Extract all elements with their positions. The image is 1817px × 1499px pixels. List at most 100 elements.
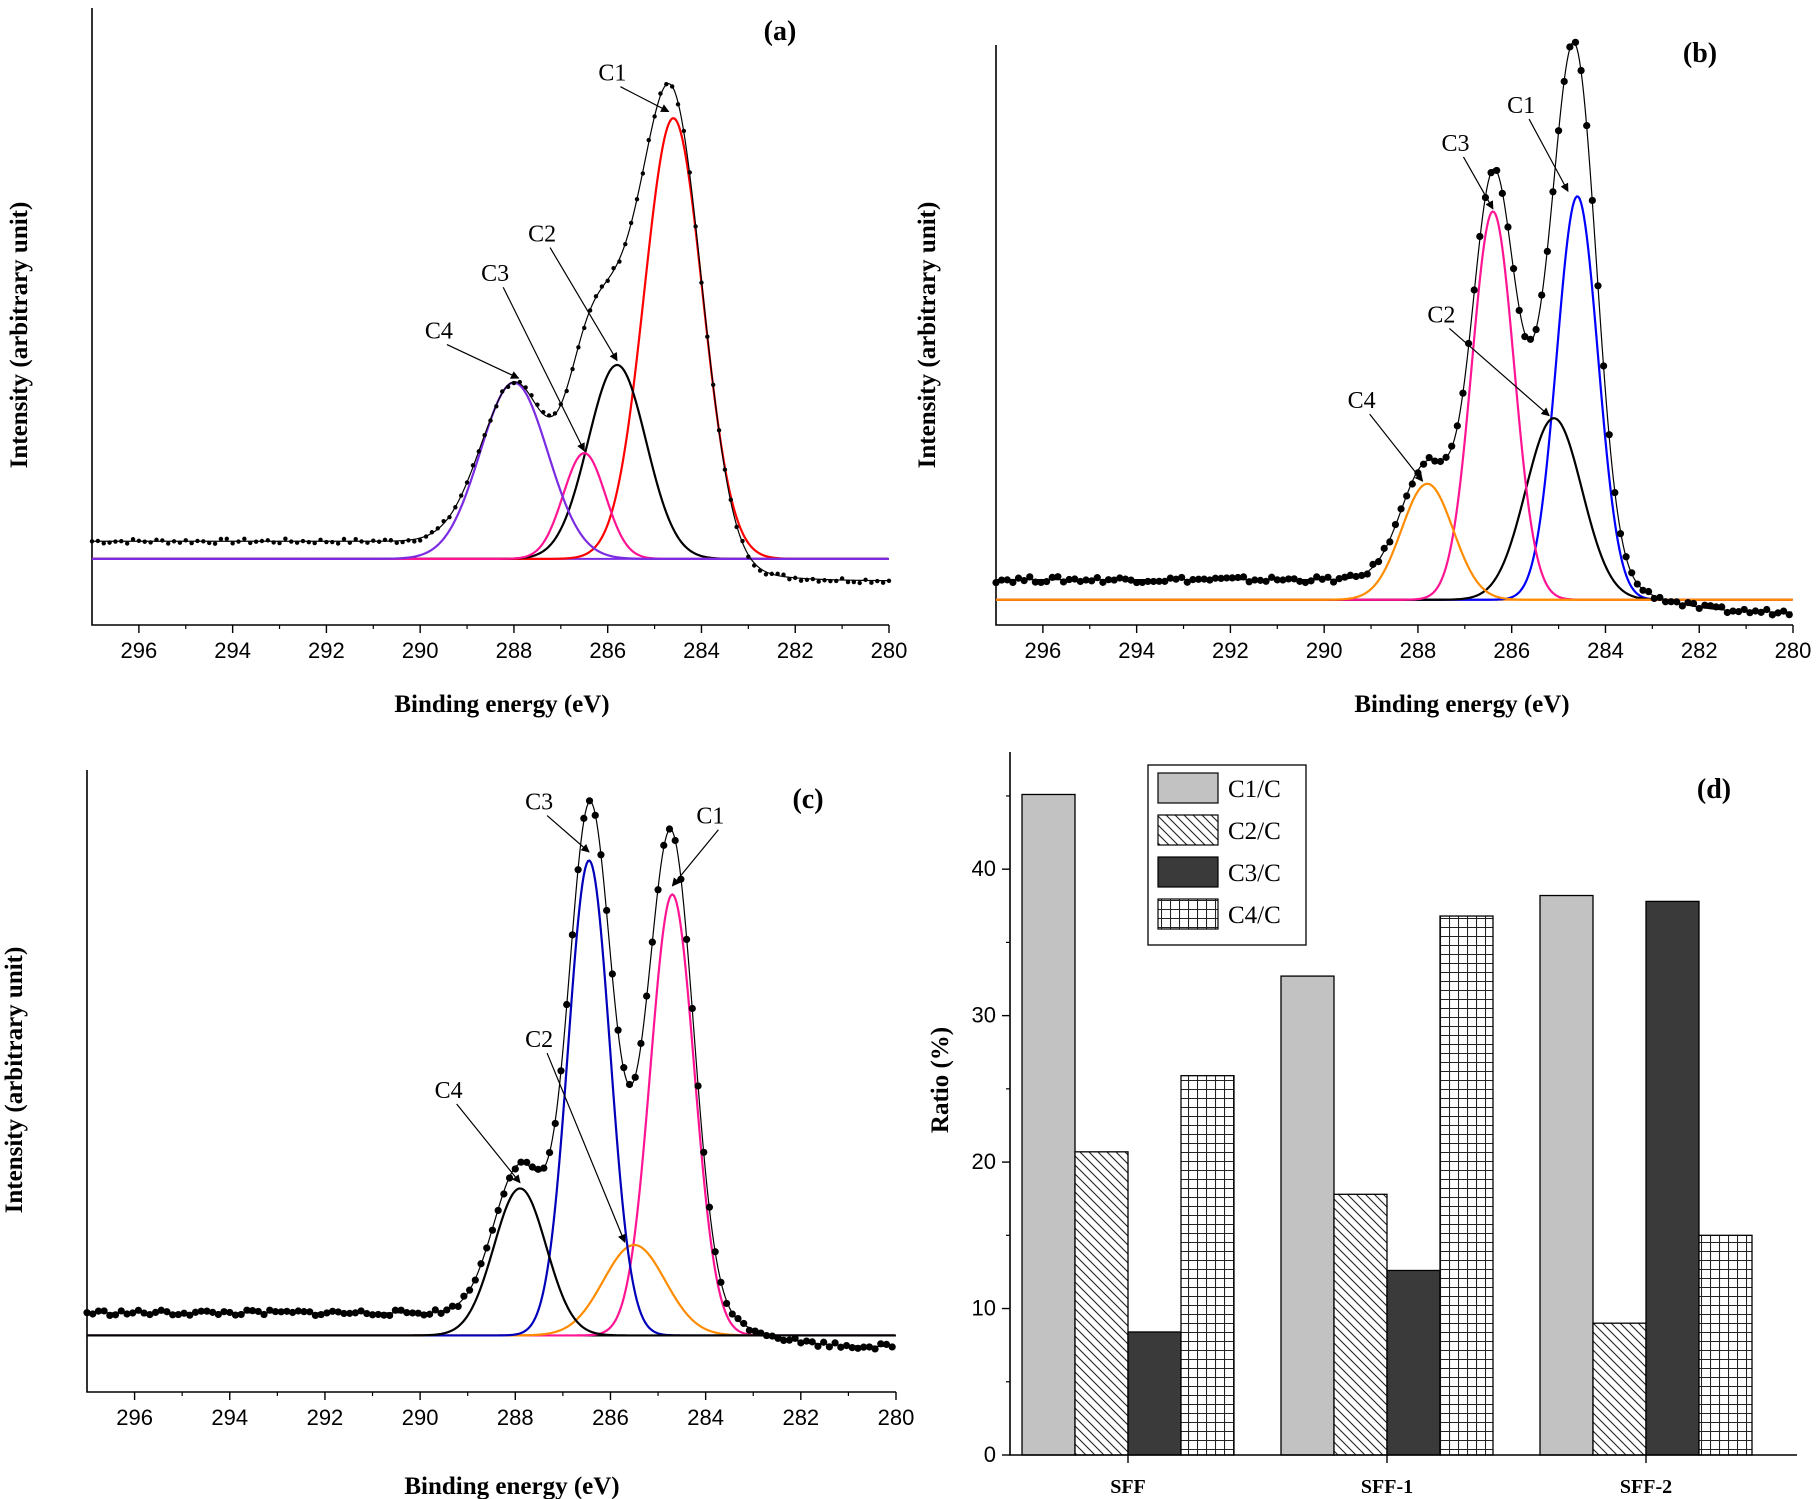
data-point [1493,166,1501,175]
data-point [1538,291,1546,299]
legend-label: C2/C [1228,818,1281,845]
data-point [488,418,493,423]
data-point [769,571,774,577]
x-tick-label: 290 [1306,638,1343,663]
data-point [810,576,816,582]
data-point [353,537,358,542]
data-point [1448,442,1456,450]
data-point [665,825,674,833]
experimental-data-points [83,797,896,1353]
data-point [734,1314,742,1323]
data-point [146,1311,154,1319]
axis-frame [995,45,1793,626]
data-point [839,576,845,581]
x-tick-label: 296 [116,1405,153,1430]
data-point [1262,577,1270,585]
data-point [1740,605,1748,614]
data-point [294,1307,302,1315]
x-tick-label: 286 [589,638,626,663]
data-point [306,1308,314,1316]
data-point [1279,576,1287,584]
data-point [1768,611,1776,619]
data-point [1178,573,1186,582]
data-point [1453,422,1461,430]
bar-sff-c2-c [1074,1151,1129,1456]
data-point [1183,578,1191,586]
data-point [557,1067,565,1075]
panel-d-y-axis-title: Ratio (%) [927,1027,954,1133]
y-tick-label: 30 [972,1003,996,1028]
component-curve-c1 [92,117,889,560]
peak-label-c3: C3 [525,790,553,816]
data-point [1684,599,1692,607]
data-point [1723,608,1731,617]
component-curve-c1 [996,195,1793,601]
data-point [254,1307,262,1316]
peak-label-c4: C4 [425,319,453,345]
data-point [1059,578,1068,586]
legend-label: C4/C [1228,902,1281,929]
data-point [1223,574,1231,582]
data-point [1442,453,1450,461]
data-point [382,537,388,542]
data-point [1549,188,1557,196]
data-point [201,539,206,544]
data-point [837,1343,845,1351]
data-point [500,1190,508,1198]
data-point [1290,575,1298,583]
data-point [880,580,886,585]
data-point [523,1158,531,1166]
data-point [762,1331,771,1340]
data-point [580,814,588,822]
data-point [335,541,341,546]
category-label: SFF-2 [1620,1476,1672,1498]
data-point [1161,577,1169,585]
data-point [851,579,857,585]
data-point [111,1311,120,1319]
data-point [1363,570,1371,578]
data-point [728,1310,736,1318]
data-point [585,797,594,805]
data-point [1436,457,1445,466]
panel-b-annotations: C1 C3 C2 C4 [1348,93,1569,482]
data-point [289,539,294,544]
data-point [576,345,581,350]
data-point [471,1276,479,1284]
data-point [195,538,200,544]
component-curve-c1 [87,893,896,1337]
data-point [814,1342,822,1350]
data-point [793,575,798,581]
data-point [266,1306,274,1314]
data-point [1211,574,1220,582]
data-point [780,1336,788,1345]
data-point [1408,480,1416,488]
data-point [191,1308,200,1316]
data-point [177,540,183,545]
data-point [242,536,247,542]
data-point [603,906,611,915]
data-point [408,1309,417,1317]
data-point [1566,43,1574,51]
data-point [324,539,329,545]
data-point [1667,598,1675,606]
data-point [1121,575,1129,583]
data-point [277,1308,285,1316]
peak-arrow-c3 [1462,156,1494,210]
data-point [1588,196,1596,205]
data-point [1746,609,1754,617]
data-point [464,480,470,485]
data-point [877,1340,885,1348]
data-point [437,1309,445,1317]
data-point [593,294,599,299]
data-point [347,540,353,545]
data-point [423,534,429,539]
data-point [834,578,839,584]
data-point [869,580,874,585]
data-point [100,1307,108,1315]
data-point [248,540,253,546]
data-point [1307,577,1315,585]
x-tick-label: 292 [1212,638,1249,663]
data-point [1313,573,1321,581]
x-tick-label: 288 [496,638,533,663]
data-point [1509,265,1518,273]
